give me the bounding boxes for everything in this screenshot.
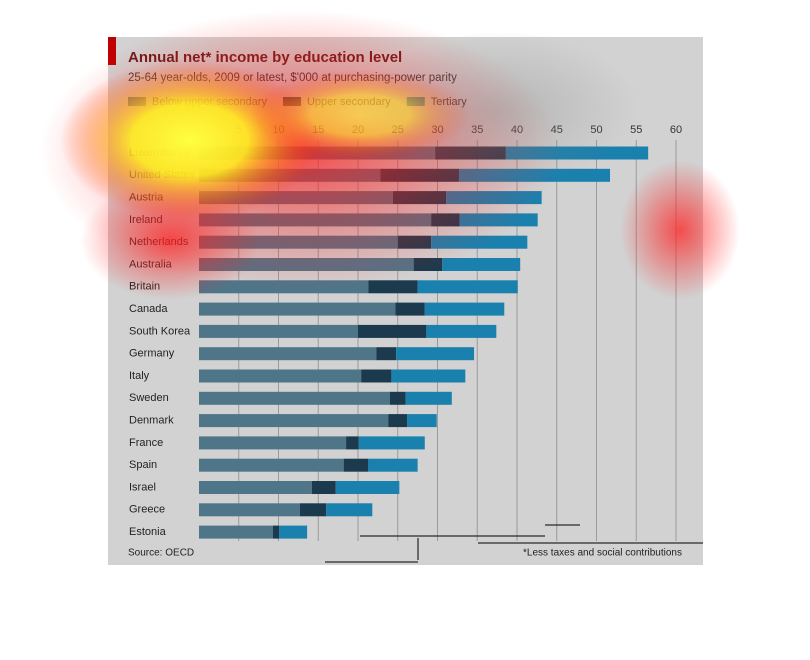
bar-segment [199,191,393,205]
source: Source: OECD [128,548,194,559]
panel [108,37,703,565]
bar-segment [396,347,475,361]
bar-segment [199,481,312,494]
bar-segment [199,168,381,182]
x-tick-label: 5 [236,124,242,136]
legend-swatch [406,97,425,106]
y-tick-label: Sweden [129,392,169,404]
footnote: *Less taxes and social contributions [523,548,682,559]
bar-segment [199,347,377,361]
legend-swatch [282,97,301,106]
bar-segment [199,525,273,539]
bar-segment [199,146,436,160]
bar-segment [413,258,443,271]
y-tick-label: Canada [129,303,168,315]
bar-segment [358,436,425,450]
bar-segment [299,503,327,517]
y-tick-label: Greece [129,504,165,516]
bar-segment [279,525,308,539]
y-tick-label: Britain [129,281,160,293]
x-tick-label: 35 [471,124,483,136]
x-tick-label: 10 [272,124,284,136]
bar-segment [505,146,649,160]
bar-segment [199,391,390,405]
artifacts [325,524,703,563]
x-tick-label: 50 [590,124,602,136]
y-tick-label: Spain [129,459,157,471]
bar-segment [335,481,400,494]
bar-segment [326,503,373,517]
y-tick-label: Israel [129,481,156,493]
bar-segment [459,213,538,227]
bar-segment [199,280,369,294]
y-tick-label: South Korea [129,325,191,337]
bar-segment [368,458,418,472]
bar-segment [380,168,459,182]
bar-segment [199,369,362,383]
x-tick-label: 45 [551,124,563,136]
bar-segment [405,391,452,405]
bar-segment [391,369,466,383]
bar-segment [368,280,418,294]
legend-swatch [128,97,146,106]
y-tick-label: Italy [129,370,150,382]
x-tick-label: 40 [511,124,523,136]
x-tick-label: 25 [392,124,404,136]
chart-title: Annual net* income by education level [128,49,402,66]
x-tick-label: 30 [431,124,443,136]
bar-segment [311,481,336,494]
accent [108,37,116,65]
x-tick-label: 60 [670,124,682,136]
bar-segment [389,391,406,405]
bar-segment [446,191,542,205]
bar-segment [361,369,392,383]
bar-segment [199,458,344,472]
y-tick-label: Denmark [129,415,174,427]
y-tick-label: France [129,437,163,449]
bar-segment [426,324,497,338]
y-tick-label: Austria [129,192,164,204]
bar-segment [395,302,425,316]
bar-segment [458,168,611,182]
bar-segment [199,436,347,450]
bar-segment [358,324,427,338]
bar-segment [431,213,460,227]
bar-segment [397,235,432,249]
bar-segment [388,414,408,428]
bar-segment [417,280,518,294]
y-tick-label: Ireland [129,214,163,226]
y-tick-label: Luxembourg [129,147,190,159]
bar-segment [199,324,358,338]
bar-segment [199,235,398,249]
bar-segment [199,503,300,517]
bar-segment [435,146,506,160]
y-tick-label: United States [129,169,196,181]
bar-segment [199,258,414,271]
bar-segment [199,213,432,227]
y-tick-label: Netherlands [129,236,189,248]
bar-segment [272,525,280,539]
bar-segment [346,436,359,450]
y-tick-label: Germany [129,348,175,360]
bar-segment [442,258,521,271]
legend-label: Upper secondary [307,96,391,108]
bar-segment [343,458,369,472]
legend-label: Below upper secondary [152,96,267,108]
bar-segment [431,235,528,249]
x-tick-label: 55 [630,124,642,136]
bar-segment [376,347,397,361]
y-tick-label: Estonia [129,526,167,538]
subtitle: 25-64 year-olds, 2009 or latest, $'000 a… [128,72,457,84]
x-tick-label: 20 [352,124,364,136]
bar-segment [392,191,447,205]
bar-segment [407,414,437,428]
bar-segment [199,302,396,316]
bar-segment [199,414,389,428]
y-tick-label: Australia [129,258,173,270]
x-tick-label: 15 [312,124,324,136]
bar-segment [424,302,505,316]
legend-label: Tertiary [431,96,468,108]
